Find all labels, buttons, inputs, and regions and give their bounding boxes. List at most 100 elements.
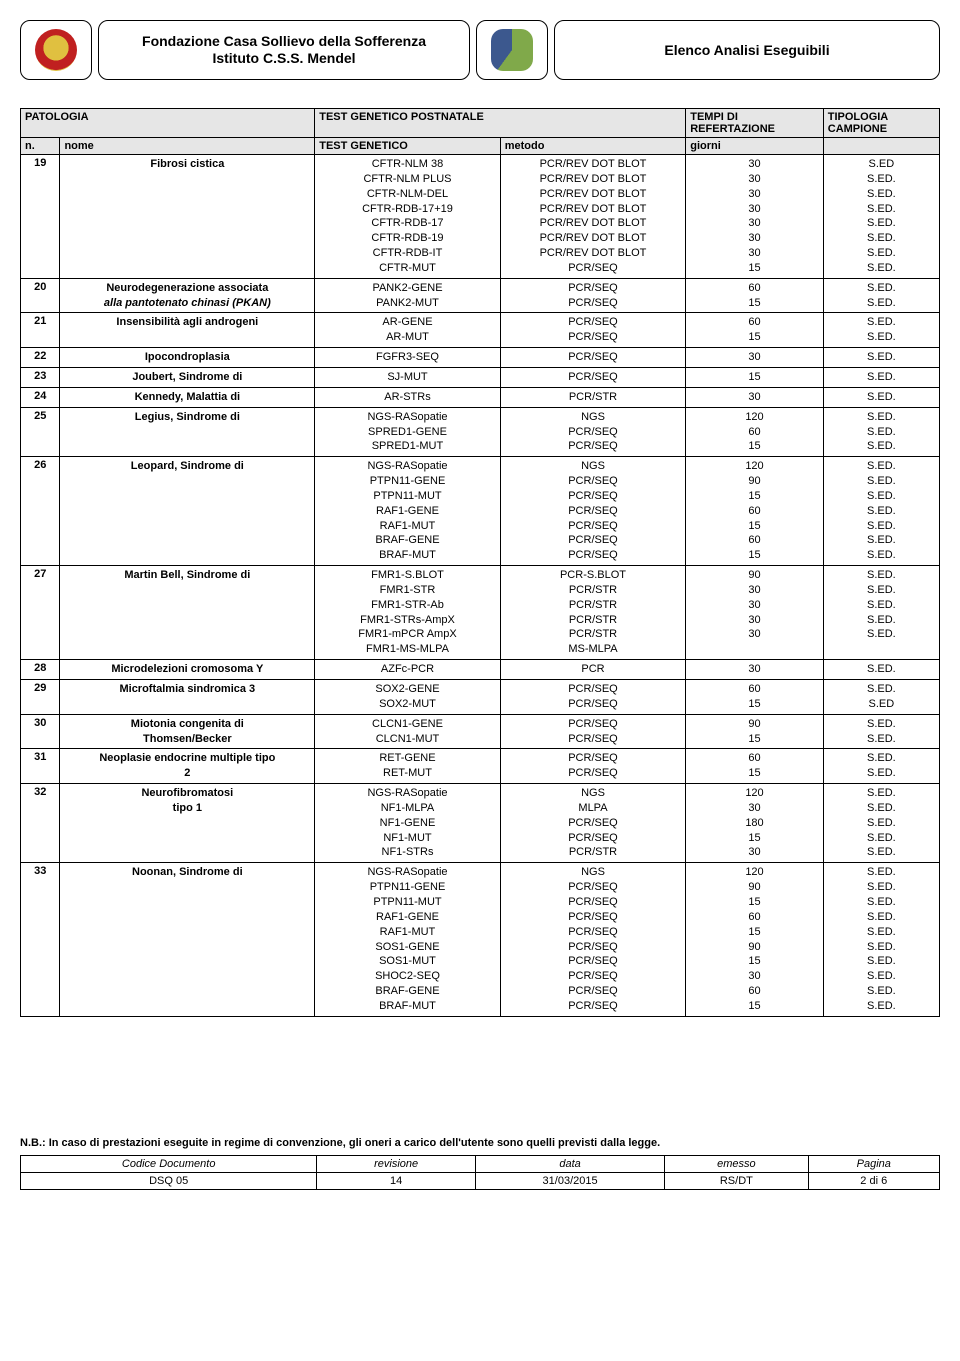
analysis-table: PATOLOGIA TEST GENETICO POSTNATALE TEMPI… xyxy=(20,108,940,1017)
table-row: 22IpocondroplasiaFGFR3-SEQPCR/SEQ30S.ED. xyxy=(21,348,940,368)
cell-nome: Microdelezioni cromosoma Y xyxy=(60,660,315,680)
table-row: 23Joubert, Sindrome diSJ-MUTPCR/SEQ15S.E… xyxy=(21,367,940,387)
cell-metodo: PCR/SEQPCR/SEQ xyxy=(500,313,686,348)
cell-giorni: 6015 xyxy=(686,749,824,784)
cell-n: 24 xyxy=(21,387,60,407)
col-n: n. xyxy=(21,138,60,155)
cell-test: PANK2-GENEPANK2-MUT xyxy=(315,278,501,313)
cell-n: 22 xyxy=(21,348,60,368)
cell-giorni: 15 xyxy=(686,367,824,387)
cell-n: 32 xyxy=(21,784,60,863)
cell-nome: Ipocondroplasia xyxy=(60,348,315,368)
shield-icon xyxy=(35,29,77,71)
footer-table: Codice Documento revisione data emesso P… xyxy=(20,1155,940,1190)
footer-v4: RS/DT xyxy=(665,1172,808,1189)
cell-giorni: 120901560159015306015 xyxy=(686,863,824,1016)
col-giorni: giorni xyxy=(686,138,824,155)
cell-campione: S.ED.S.ED.S.ED. xyxy=(823,407,939,457)
cell-giorni: 30 xyxy=(686,660,824,680)
cell-test: AR-STRs xyxy=(315,387,501,407)
cell-giorni: 9015 xyxy=(686,714,824,749)
footer-h2: revisione xyxy=(317,1155,476,1172)
cell-n: 30 xyxy=(21,714,60,749)
org-title-line2: Istituto C.S.S. Mendel xyxy=(212,50,355,66)
table-row: 19Fibrosi cisticaCFTR-NLM 38CFTR-NLM PLU… xyxy=(21,155,940,279)
footer-h4: emesso xyxy=(665,1155,808,1172)
cell-n: 33 xyxy=(21,863,60,1016)
cell-giorni: 6015 xyxy=(686,680,824,715)
cell-metodo: NGSPCR/SEQPCR/SEQ xyxy=(500,407,686,457)
cell-nome: Leopard, Sindrome di xyxy=(60,457,315,566)
cell-metodo: NGSMLPAPCR/SEQPCR/SEQPCR/STR xyxy=(500,784,686,863)
cell-n: 29 xyxy=(21,680,60,715)
table-row: 24Kennedy, Malattia diAR-STRsPCR/STR30S.… xyxy=(21,387,940,407)
footer-h1: Codice Documento xyxy=(21,1155,317,1172)
cell-n: 28 xyxy=(21,660,60,680)
table-header-row-2: n. nome TEST GENETICO metodo giorni xyxy=(21,138,940,155)
cell-campione: S.ED.S.ED.S.ED.S.ED.S.ED.S.ED.S.ED.S.ED.… xyxy=(823,863,939,1016)
cell-nome: Legius, Sindrome di xyxy=(60,407,315,457)
col-test-postnatale: TEST GENETICO POSTNATALE xyxy=(315,109,686,138)
cell-test: CFTR-NLM 38CFTR-NLM PLUSCFTR-NLM-DELCFTR… xyxy=(315,155,501,279)
cell-test: RET-GENERET-MUT xyxy=(315,749,501,784)
footer-v1: DSQ 05 xyxy=(21,1172,317,1189)
table-row: 33Noonan, Sindrome diNGS-RASopatiePTPN11… xyxy=(21,863,940,1016)
cell-metodo: PCR/SEQ xyxy=(500,348,686,368)
footnote: N.B.: In caso di prestazioni eseguite in… xyxy=(20,1137,940,1149)
col-patologia: PATOLOGIA xyxy=(21,109,315,138)
cell-test: NGS-RASopatieNF1-MLPANF1-GENENF1-MUTNF1-… xyxy=(315,784,501,863)
cell-campione: S.ED.S.ED. xyxy=(823,313,939,348)
cell-n: 31 xyxy=(21,749,60,784)
cell-campione: S.ED.S.ED.S.ED.S.ED.S.ED.S.ED.S.ED. xyxy=(823,457,939,566)
cell-giorni: 3030303030303015 xyxy=(686,155,824,279)
cell-nome: Kennedy, Malattia di xyxy=(60,387,315,407)
cell-test: AZFc-PCR xyxy=(315,660,501,680)
cell-nome: Fibrosi cistica xyxy=(60,155,315,279)
cell-giorni: 6015 xyxy=(686,278,824,313)
cell-metodo: PCR/SEQPCR/SEQ xyxy=(500,749,686,784)
org-logo-left xyxy=(20,20,92,80)
footer-v3: 31/03/2015 xyxy=(475,1172,664,1189)
org-title: Fondazione Casa Sollievo della Sofferenz… xyxy=(98,20,470,80)
cell-campione: S.ED.S.ED. xyxy=(823,714,939,749)
page-header: Fondazione Casa Sollievo della Sofferenz… xyxy=(20,20,940,80)
footer-v5: 2 di 6 xyxy=(808,1172,939,1189)
cell-nome: Miotonia congenita diThomsen/Becker xyxy=(60,714,315,749)
table-row: 20Neurodegenerazione associataalla panto… xyxy=(21,278,940,313)
cell-test: SJ-MUT xyxy=(315,367,501,387)
cell-giorni: 120901560156015 xyxy=(686,457,824,566)
cell-test: FGFR3-SEQ xyxy=(315,348,501,368)
cell-campione: S.ED.S.ED.S.ED.S.ED.S.ED. xyxy=(823,784,939,863)
cell-test: FMR1-S.BLOTFMR1-STRFMR1-STR-AbFMR1-STRs-… xyxy=(315,566,501,660)
cell-metodo: NGSPCR/SEQPCR/SEQPCR/SEQPCR/SEQPCR/SEQPC… xyxy=(500,863,686,1016)
cell-metodo: PCR/SEQ xyxy=(500,367,686,387)
cell-n: 21 xyxy=(21,313,60,348)
footer-h5: Pagina xyxy=(808,1155,939,1172)
cell-metodo: PCR/REV DOT BLOTPCR/REV DOT BLOTPCR/REV … xyxy=(500,155,686,279)
cell-giorni: 9030303030 xyxy=(686,566,824,660)
cell-campione: S.ED.S.ED.S.ED.S.ED.S.ED. xyxy=(823,566,939,660)
mendel-icon xyxy=(491,29,533,71)
cell-giorni: 120301801530 xyxy=(686,784,824,863)
cell-giorni: 30 xyxy=(686,348,824,368)
table-row: 29Microftalmia sindromica 3SOX2-GENESOX2… xyxy=(21,680,940,715)
col-tipologia: TIPOLOGIA CAMPIONE xyxy=(823,109,939,138)
table-header-row-1: PATOLOGIA TEST GENETICO POSTNATALE TEMPI… xyxy=(21,109,940,138)
footer-h3: data xyxy=(475,1155,664,1172)
cell-test: NGS-RASopatiePTPN11-GENEPTPN11-MUTRAF1-G… xyxy=(315,457,501,566)
cell-metodo: PCR/SEQPCR/SEQ xyxy=(500,278,686,313)
table-row: 27Martin Bell, Sindrome diFMR1-S.BLOTFMR… xyxy=(21,566,940,660)
cell-nome: Microftalmia sindromica 3 xyxy=(60,680,315,715)
cell-nome: Martin Bell, Sindrome di xyxy=(60,566,315,660)
cell-nome: Neoplasie endocrine multiple tipo2 xyxy=(60,749,315,784)
cell-metodo: PCR xyxy=(500,660,686,680)
org-title-line1: Fondazione Casa Sollievo della Sofferenz… xyxy=(142,33,426,49)
cell-test: NGS-RASopatiePTPN11-GENEPTPN11-MUTRAF1-G… xyxy=(315,863,501,1016)
cell-n: 26 xyxy=(21,457,60,566)
table-row: 26Leopard, Sindrome diNGS-RASopatiePTPN1… xyxy=(21,457,940,566)
cell-metodo: NGSPCR/SEQPCR/SEQPCR/SEQPCR/SEQPCR/SEQPC… xyxy=(500,457,686,566)
table-row: 30Miotonia congenita diThomsen/BeckerCLC… xyxy=(21,714,940,749)
col-test: TEST GENETICO xyxy=(315,138,501,155)
cell-campione: S.ED. xyxy=(823,660,939,680)
cell-campione: S.ED.S.ED. xyxy=(823,749,939,784)
